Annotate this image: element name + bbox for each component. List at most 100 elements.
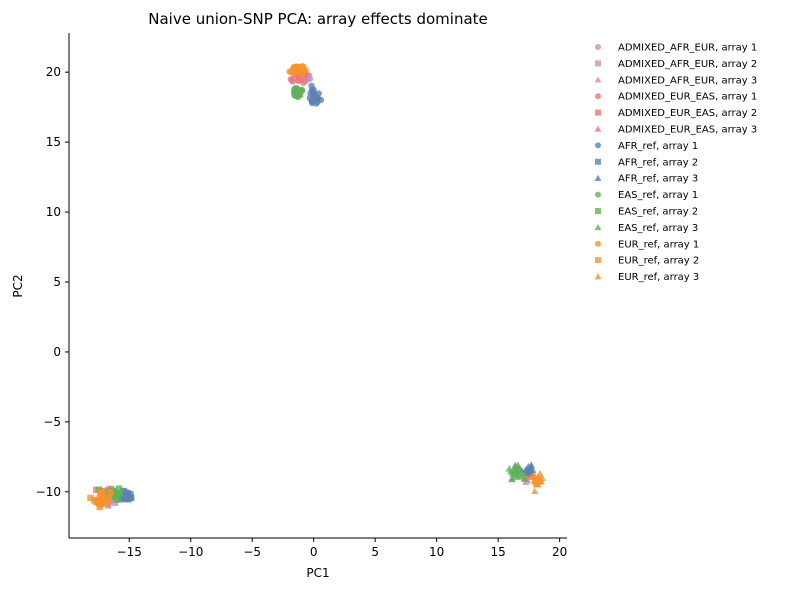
legend-label: EAS_ref, array 2 — [618, 207, 698, 218]
legend-item: ADMIXED_EUR_EAS, array 1 — [595, 92, 757, 103]
legend-marker — [594, 273, 602, 280]
data-point — [310, 89, 317, 97]
data-point — [536, 469, 544, 477]
x-ticks: −15 −10 −5 0 5 10 15 20 — [117, 538, 567, 559]
data-point — [514, 473, 522, 480]
x-tick-label: −5 — [243, 545, 261, 559]
x-axis-label: PC1 — [306, 566, 329, 580]
data-point — [98, 489, 105, 497]
data-point — [117, 496, 124, 503]
legend-item: ADMIXED_EUR_EAS, array 3 — [594, 125, 757, 136]
x-tick-label: 5 — [371, 545, 379, 559]
data-point — [90, 497, 98, 504]
legend-marker — [594, 223, 602, 231]
legend-label: ADMIXED_EUR_EAS, array 3 — [618, 125, 757, 136]
legend-label: ADMIXED_EUR_EAS, array 2 — [618, 108, 757, 119]
legend-item: ADMIXED_EUR_EAS, array 2 — [595, 108, 757, 119]
legend-marker — [595, 191, 601, 198]
data-point — [520, 474, 529, 482]
x-tick-label: −10 — [178, 545, 203, 559]
data-point — [515, 467, 524, 475]
data-point — [298, 63, 306, 70]
legend-label: EUR_ref, array 3 — [618, 272, 699, 283]
legend-marker — [594, 174, 602, 181]
data-point — [105, 494, 113, 501]
legend-label: AFR_ref, array 2 — [618, 157, 698, 168]
y-tick-label: 0 — [53, 345, 61, 359]
legend-item: ADMIXED_AFR_EUR, array 1 — [595, 43, 757, 54]
data-point — [294, 92, 301, 99]
chart-title: Naive union-SNP PCA: array effects domin… — [148, 10, 488, 28]
legend-label: EUR_ref, array 2 — [618, 256, 699, 267]
legend-item: EAS_ref, array 1 — [595, 190, 698, 201]
legend-item: EUR_ref, array 1 — [595, 239, 699, 250]
axes — [68, 33, 567, 539]
legend-label: ADMIXED_AFR_EUR, array 3 — [618, 75, 757, 86]
data-point — [298, 71, 306, 78]
legend-marker — [594, 125, 602, 132]
legend-label: ADMIXED_EUR_EAS, array 1 — [618, 92, 757, 103]
data-point — [531, 487, 539, 495]
data-point — [111, 490, 119, 497]
scatter-points — [87, 63, 546, 511]
data-point — [302, 67, 310, 74]
x-tick-label: −15 — [117, 545, 142, 559]
data-point — [309, 99, 316, 107]
data-point — [107, 488, 114, 496]
y-tick-label: 20 — [46, 65, 61, 79]
data-point — [289, 78, 296, 85]
legend-marker — [595, 158, 601, 165]
legend-item: AFR_ref, array 2 — [595, 157, 698, 168]
data-point — [87, 494, 94, 502]
legend-marker — [595, 93, 601, 100]
data-point — [533, 476, 541, 484]
legend-label: AFR_ref, array 3 — [618, 174, 698, 185]
data-point — [315, 90, 322, 97]
legend-label: EAS_ref, array 1 — [618, 190, 698, 201]
legend-item: EAS_ref, array 2 — [595, 207, 698, 218]
data-point — [100, 497, 108, 504]
legend-item: EUR_ref, array 2 — [595, 256, 699, 267]
data-point — [103, 488, 110, 496]
legend-marker — [595, 208, 601, 214]
data-point — [505, 464, 513, 472]
y-tick-label: 10 — [46, 205, 61, 219]
x-tick-label: 15 — [491, 545, 506, 559]
legend-marker — [595, 109, 601, 116]
legend-item: EAS_ref, array 3 — [594, 223, 698, 234]
y-tick-label: 5 — [53, 275, 61, 289]
y-tick-label: −5 — [43, 415, 61, 429]
legend-label: ADMIXED_AFR_EUR, array 1 — [618, 43, 757, 54]
data-point — [534, 480, 542, 488]
data-point — [508, 475, 516, 483]
data-point — [525, 467, 534, 475]
legend-marker — [595, 60, 601, 67]
y-ticks: −10 −5 0 5 10 15 20 — [36, 65, 69, 499]
x-tick-label: 20 — [552, 545, 567, 559]
data-point — [115, 485, 123, 492]
data-point — [295, 86, 302, 93]
legend-label: EUR_ref, array 1 — [618, 239, 699, 250]
legend: ADMIXED_AFR_EUR, array 1 ADMIXED_AFR_EUR,… — [594, 43, 757, 283]
legend-item: EUR_ref, array 3 — [594, 272, 699, 283]
legend-label: EAS_ref, array 3 — [618, 223, 698, 234]
y-tick-label: −10 — [36, 485, 61, 499]
x-tick-label: 10 — [429, 545, 444, 559]
y-tick-label: 15 — [46, 135, 61, 149]
data-point — [113, 496, 121, 503]
data-point — [116, 490, 124, 497]
data-point — [124, 493, 131, 500]
data-point — [111, 499, 119, 507]
x-tick-label: 0 — [310, 545, 318, 559]
legend-label: ADMIXED_AFR_EUR, array 2 — [618, 59, 757, 70]
y-axis-label: PC2 — [11, 274, 25, 297]
data-point — [301, 78, 309, 85]
data-point — [529, 473, 537, 480]
data-point — [96, 494, 103, 502]
data-point — [511, 461, 519, 469]
legend-item: ADMIXED_AFR_EUR, array 2 — [595, 59, 757, 70]
legend-item: AFR_ref, array 1 — [595, 141, 698, 152]
legend-marker — [594, 76, 602, 83]
data-point — [97, 501, 104, 508]
